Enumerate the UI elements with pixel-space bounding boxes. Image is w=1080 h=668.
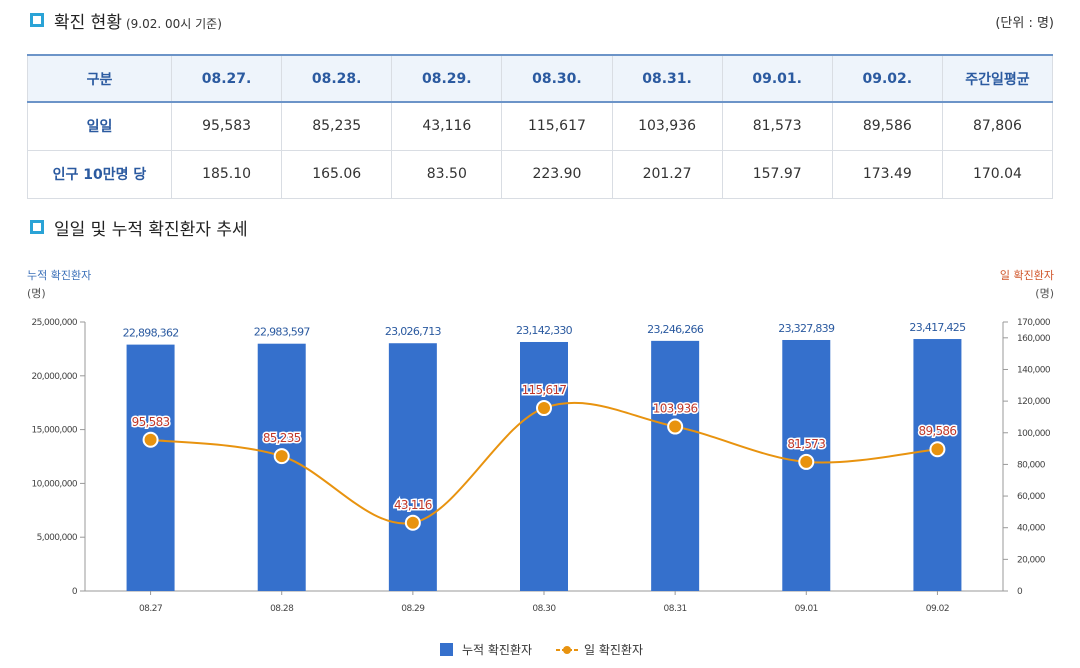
bar-cumulative <box>520 341 568 591</box>
x-tick-label: 08.30 <box>532 604 556 614</box>
table-cell: 165.06 <box>281 149 393 199</box>
left-tick-label: 10,000,000 <box>31 479 77 489</box>
status-title: 확진 현황 <box>54 13 122 33</box>
table-cell: 223.90 <box>501 149 613 199</box>
table-header: 구분 <box>27 54 172 103</box>
table-header-row: 구분 08.27. 08.28. 08.29. 08.30. 08.31. 09… <box>27 54 1054 103</box>
line-point <box>536 400 552 417</box>
x-tick-label: 09.01 <box>795 604 818 614</box>
bar-data-label: 23,417,425 <box>909 321 966 334</box>
section-title-trend: 일일 및 누적 확진환자 추세 <box>54 220 248 240</box>
table-cell: 157.97 <box>721 149 833 199</box>
table-row: 인구 10만명 당 185.10 165.06 83.50 223.90 201… <box>27 149 1054 199</box>
bar-cumulative <box>913 339 962 591</box>
left-axis-unit: (명) <box>27 287 46 300</box>
line-data-label: 43,116 <box>394 498 432 512</box>
combo-chart: 0 5,000,000 10,000,000 15,000,000 20,000,000… <box>31 318 1051 657</box>
stats-table: 구분 08.27. 08.28. 08.29. 08.30. 08.31. 09… <box>27 54 1054 199</box>
legend-label-bar: 누적 확진환자 <box>462 643 532 657</box>
table-header: 08.28. <box>281 54 393 103</box>
row-label: 인구 10만명 당 <box>27 149 172 199</box>
table-header: 09.01. <box>721 54 833 103</box>
left-tick-label: 15,000,000 <box>31 426 77 436</box>
right-axis-title: 일 확진환자 <box>999 269 1054 282</box>
line-point <box>798 453 815 470</box>
unit-label: (단위 : 명) <box>995 16 1054 31</box>
left-tick-label: 5,000,000 <box>37 533 78 543</box>
bar-data-label: 23,327,839 <box>778 322 835 335</box>
line-point <box>667 418 684 435</box>
right-tick-label: 0 <box>1017 587 1023 597</box>
left-tick-label: 0 <box>72 587 78 597</box>
table-header: 09.02. <box>831 54 943 103</box>
bar-cumulative <box>257 343 306 591</box>
table-header: 주간일평균 <box>941 54 1054 103</box>
table-cell: 81,573 <box>721 101 833 151</box>
bar-data-label: 23,246,266 <box>647 323 704 336</box>
legend-swatch-bar <box>440 643 453 656</box>
left-axis-title: 누적 확진환자 <box>27 269 92 282</box>
x-tick-label: 08.31 <box>664 604 687 614</box>
table-cell: 170.04 <box>941 149 1054 199</box>
table-cell: 87,806 <box>941 101 1054 151</box>
table-header: 08.27. <box>170 54 283 103</box>
left-tick-label: 20,000,000 <box>31 372 77 382</box>
line-data-label: 115,617 <box>522 383 567 397</box>
section-title-status: 확진 현황 (9.02. 00시 기준) <box>54 8 222 33</box>
table-cell: 103,936 <box>611 101 723 151</box>
table-cell: 173.49 <box>831 149 943 199</box>
line-point <box>142 431 159 448</box>
x-tick-label: 09.02 <box>926 604 949 614</box>
line-data-label: 95,583 <box>132 415 170 429</box>
line-data-label: 85,235 <box>263 431 301 445</box>
x-tick-label: 08.29 <box>401 604 425 614</box>
table-cell: 95,583 <box>170 101 283 151</box>
table-header: 08.31. <box>611 54 723 103</box>
x-tick-label: 08.27 <box>139 604 162 614</box>
table-cell: 201.27 <box>611 149 723 199</box>
line-point <box>404 514 421 531</box>
right-tick-label: 60,000 <box>1017 492 1046 502</box>
legend-swatch-point <box>563 646 571 654</box>
line-data-label: 81,573 <box>787 437 825 451</box>
x-tick-label: 08.28 <box>270 604 294 614</box>
line-data-label: 89,586 <box>919 424 957 438</box>
table-cell: 89,586 <box>831 101 943 151</box>
table-cell: 185.10 <box>170 149 283 199</box>
line-point <box>929 441 946 458</box>
table-cell: 83.50 <box>391 149 503 199</box>
table-row: 일일 95,583 85,235 43,116 115,617 103,936 … <box>27 101 1054 151</box>
right-tick-label: 140,000 <box>1017 365 1051 375</box>
section-icon <box>30 220 44 234</box>
table-header: 08.30. <box>501 54 613 103</box>
bar-data-label: 22,983,597 <box>254 326 311 339</box>
bar-cumulative <box>388 343 437 591</box>
table-cell: 43,116 <box>391 101 503 151</box>
bar-cumulative <box>651 340 700 591</box>
bar-cumulative <box>126 344 175 591</box>
right-tick-label: 40,000 <box>1017 524 1046 534</box>
bar-data-label: 22,898,362 <box>123 327 179 340</box>
left-tick-label: 25,000,000 <box>31 318 77 328</box>
right-tick-label: 160,000 <box>1017 334 1051 344</box>
bar-data-label: 23,142,330 <box>516 324 573 337</box>
bar-data-label: 23,026,713 <box>385 325 442 338</box>
right-tick-label: 170,000 <box>1017 318 1051 328</box>
row-label: 일일 <box>27 101 172 151</box>
section-icon <box>30 13 44 27</box>
line-data-label: 103,936 <box>653 402 698 416</box>
legend-label-line: 일 확진환자 <box>584 643 643 657</box>
right-tick-label: 120,000 <box>1017 397 1051 407</box>
table-cell: 85,235 <box>281 101 393 151</box>
line-point <box>273 448 290 465</box>
right-tick-label: 20,000 <box>1017 555 1046 565</box>
status-subtitle: (9.02. 00시 기준) <box>125 17 222 31</box>
table-header: 08.29. <box>391 54 503 103</box>
table-cell: 115,617 <box>501 101 613 151</box>
right-tick-label: 100,000 <box>1017 429 1051 439</box>
right-tick-label: 80,000 <box>1017 460 1046 470</box>
right-axis-unit: (명) <box>1035 287 1054 300</box>
